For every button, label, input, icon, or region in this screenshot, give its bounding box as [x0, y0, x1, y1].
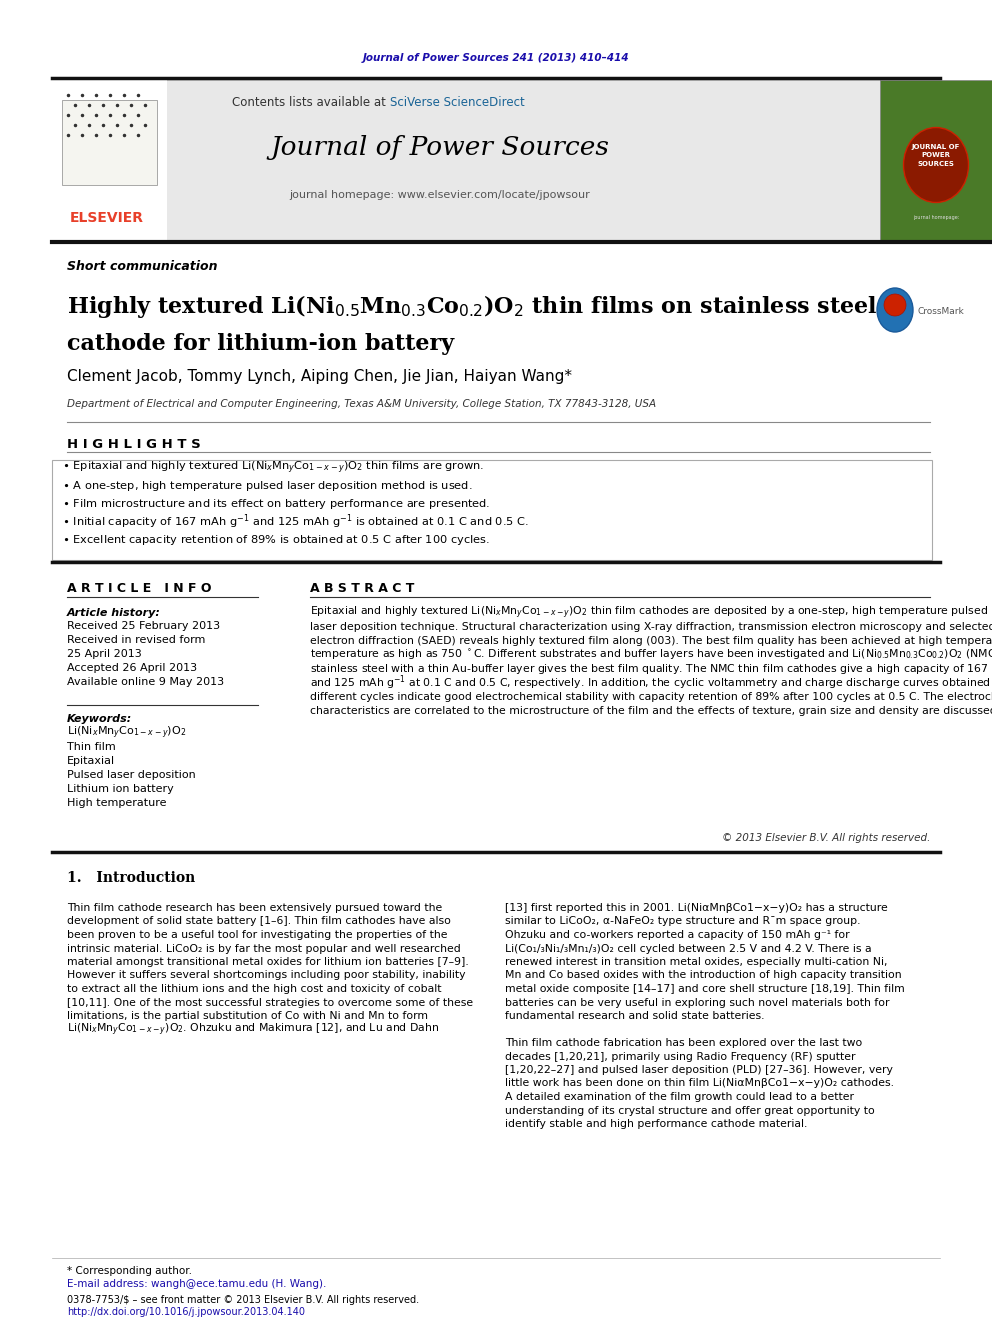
Text: electron diffraction (SAED) reveals highly textured film along (003). The best f: electron diffraction (SAED) reveals high…	[310, 636, 992, 646]
Text: intrinsic material. LiCoO₂ is by far the most popular and well researched: intrinsic material. LiCoO₂ is by far the…	[67, 943, 460, 954]
Text: Pulsed laser deposition: Pulsed laser deposition	[67, 770, 195, 781]
Text: SciVerse ScienceDirect: SciVerse ScienceDirect	[390, 97, 525, 110]
Text: A B S T R A C T: A B S T R A C T	[310, 582, 415, 594]
Ellipse shape	[904, 127, 968, 202]
Text: $\bullet$ Initial capacity of 167 mAh g$^{-1}$ and 125 mAh g$^{-1}$ is obtained : $\bullet$ Initial capacity of 167 mAh g$…	[62, 513, 529, 532]
Text: $\bullet$ Excellent capacity retention of 89% is obtained at 0.5 C after 100 cyc: $\bullet$ Excellent capacity retention o…	[62, 533, 490, 546]
Text: and 125 mAh g$^{-1}$ at 0.1 C and 0.5 C, respectively. In addition, the cyclic v: and 125 mAh g$^{-1}$ at 0.1 C and 0.5 C,…	[310, 673, 992, 692]
FancyBboxPatch shape	[52, 79, 167, 239]
Text: Department of Electrical and Computer Engineering, Texas A&M University, College: Department of Electrical and Computer En…	[67, 400, 656, 409]
Text: Received 25 February 2013: Received 25 February 2013	[67, 620, 220, 631]
Text: $\bullet$ A one-step, high temperature pulsed laser deposition method is used.: $\bullet$ A one-step, high temperature p…	[62, 479, 472, 493]
Text: journal homepage: www.elsevier.com/locate/jpowsour: journal homepage: www.elsevier.com/locat…	[290, 191, 590, 200]
Text: http://dx.doi.org/10.1016/j.jpowsour.2013.04.140: http://dx.doi.org/10.1016/j.jpowsour.201…	[67, 1307, 305, 1316]
Text: different cycles indicate good electrochemical stability with capacity retention: different cycles indicate good electroch…	[310, 692, 992, 703]
Text: © 2013 Elsevier B.V. All rights reserved.: © 2013 Elsevier B.V. All rights reserved…	[721, 833, 930, 843]
Text: Li(Co₁/₃Ni₁/₃Mn₁/₃)O₂ cell cycled between 2.5 V and 4.2 V. There is a: Li(Co₁/₃Ni₁/₃Mn₁/₃)O₂ cell cycled betwee…	[505, 943, 872, 954]
Text: to extract all the lithium ions and the high cost and toxicity of cobalt: to extract all the lithium ions and the …	[67, 984, 441, 994]
Text: understanding of its crystal structure and offer great opportunity to: understanding of its crystal structure a…	[505, 1106, 875, 1115]
Text: Mn and Co based oxides with the introduction of high capacity transition: Mn and Co based oxides with the introduc…	[505, 971, 902, 980]
Text: Accepted 26 April 2013: Accepted 26 April 2013	[67, 663, 197, 673]
Text: However it suffers several shortcomings including poor stability, inability: However it suffers several shortcomings …	[67, 971, 465, 980]
Text: material amongst transitional metal oxides for lithium ion batteries [7–9].: material amongst transitional metal oxid…	[67, 957, 469, 967]
Text: Thin film cathode fabrication has been explored over the last two: Thin film cathode fabrication has been e…	[505, 1039, 862, 1048]
Text: Thin film: Thin film	[67, 742, 116, 751]
Text: stainless steel with a thin Au-buffer layer gives the best film quality. The NMC: stainless steel with a thin Au-buffer la…	[310, 660, 992, 679]
Text: journal homepage:: journal homepage:	[913, 216, 959, 221]
Text: ELSEVIER: ELSEVIER	[70, 210, 144, 225]
Text: batteries can be very useful in exploring such novel materials both for: batteries can be very useful in explorin…	[505, 998, 890, 1008]
FancyBboxPatch shape	[52, 460, 932, 560]
Text: laser deposition technique. Structural characterization using X-ray diffraction,: laser deposition technique. Structural c…	[310, 622, 992, 632]
Text: High temperature: High temperature	[67, 798, 167, 808]
FancyBboxPatch shape	[62, 101, 157, 185]
Text: limitations, is the partial substitution of Co with Ni and Mn to form: limitations, is the partial substitution…	[67, 1011, 428, 1021]
Ellipse shape	[877, 288, 913, 332]
Text: Highly textured Li(Ni$_{0.5}$Mn$_{0.3}$Co$_{0.2}$)O$_2$ thin films on stainless : Highly textured Li(Ni$_{0.5}$Mn$_{0.3}$C…	[67, 292, 913, 319]
Text: [1,20,22–27] and pulsed laser deposition (PLD) [27–36]. However, very: [1,20,22–27] and pulsed laser deposition…	[505, 1065, 893, 1076]
Ellipse shape	[884, 294, 906, 316]
Text: identify stable and high performance cathode material.: identify stable and high performance cat…	[505, 1119, 807, 1129]
Text: been proven to be a useful tool for investigating the properties of the: been proven to be a useful tool for inve…	[67, 930, 447, 941]
Text: Keywords:: Keywords:	[67, 714, 132, 724]
Text: $\bullet$ Epitaxial and highly textured Li(Ni$_x$Mn$_y$Co$_{1-x-y}$)O$_2$ thin f: $\bullet$ Epitaxial and highly textured …	[62, 460, 484, 476]
Text: Article history:: Article history:	[67, 609, 161, 618]
Text: development of solid state battery [1–6]. Thin film cathodes have also: development of solid state battery [1–6]…	[67, 917, 451, 926]
Text: 25 April 2013: 25 April 2013	[67, 650, 142, 659]
Text: $\bullet$ Film microstructure and its effect on battery performance are presente: $\bullet$ Film microstructure and its ef…	[62, 497, 490, 511]
Text: * Corresponding author.: * Corresponding author.	[67, 1266, 192, 1275]
Text: temperature as high as 750 $^\circ$C. Different substrates and buffer layers hav: temperature as high as 750 $^\circ$C. Di…	[310, 648, 992, 662]
Text: JOURNAL OF
POWER
SOURCES: JOURNAL OF POWER SOURCES	[912, 143, 960, 167]
Text: A detailed examination of the film growth could lead to a better: A detailed examination of the film growt…	[505, 1091, 854, 1102]
Text: Available online 9 May 2013: Available online 9 May 2013	[67, 677, 224, 687]
Text: [13] first reported this in 2001. Li(NiαMnβCo1−x−y)O₂ has a structure: [13] first reported this in 2001. Li(Niα…	[505, 904, 888, 913]
FancyBboxPatch shape	[880, 79, 992, 239]
Text: Li(Ni$_x$Mn$_y$Co$_{1-x-y}$)O$_2$. Ohzuku and Makimura [12], and Lu and Dahn: Li(Ni$_x$Mn$_y$Co$_{1-x-y}$)O$_2$. Ohzuk…	[67, 1021, 439, 1037]
Text: metal oxide composite [14–17] and core shell structure [18,19]. Thin film: metal oxide composite [14–17] and core s…	[505, 984, 905, 994]
Text: Clement Jacob, Tommy Lynch, Aiping Chen, Jie Jian, Haiyan Wang*: Clement Jacob, Tommy Lynch, Aiping Chen,…	[67, 369, 572, 384]
Text: [10,11]. One of the most successful strategies to overcome some of these: [10,11]. One of the most successful stra…	[67, 998, 473, 1008]
Text: H I G H L I G H T S: H I G H L I G H T S	[67, 438, 200, 451]
Text: little work has been done on thin film Li(NiαMnβCo1−x−y)O₂ cathodes.: little work has been done on thin film L…	[505, 1078, 894, 1089]
Text: fundamental research and solid state batteries.: fundamental research and solid state bat…	[505, 1011, 765, 1021]
Text: 1.   Introduction: 1. Introduction	[67, 871, 195, 885]
Text: cathode for lithium-ion battery: cathode for lithium-ion battery	[67, 333, 454, 355]
Text: similar to LiCoO₂, α-NaFeO₂ type structure and R¯m space group.: similar to LiCoO₂, α-NaFeO₂ type structu…	[505, 917, 860, 926]
Text: Journal of Power Sources: Journal of Power Sources	[271, 135, 609, 160]
Text: Journal of Power Sources 241 (2013) 410–414: Journal of Power Sources 241 (2013) 410–…	[363, 53, 629, 64]
Text: Short communication: Short communication	[67, 261, 217, 274]
Text: 0378-7753/$ – see front matter © 2013 Elsevier B.V. All rights reserved.: 0378-7753/$ – see front matter © 2013 El…	[67, 1295, 420, 1304]
Text: CrossMark: CrossMark	[917, 307, 964, 316]
Text: Contents lists available at: Contents lists available at	[232, 97, 390, 110]
Text: Thin film cathode research has been extensively pursued toward the: Thin film cathode research has been exte…	[67, 904, 442, 913]
Text: renewed interest in transition metal oxides, especially multi-cation Ni,: renewed interest in transition metal oxi…	[505, 957, 888, 967]
Text: Lithium ion battery: Lithium ion battery	[67, 785, 174, 794]
Text: Received in revised form: Received in revised form	[67, 635, 205, 646]
Text: characteristics are correlated to the microstructure of the film and the effects: characteristics are correlated to the mi…	[310, 706, 992, 716]
Text: Epitaxial and highly textured Li(Ni$_x$Mn$_y$Co$_{1-x-y}$)O$_2$ thin film cathod: Epitaxial and highly textured Li(Ni$_x$M…	[310, 605, 988, 622]
Text: Ohzuku and co-workers reported a capacity of 150 mAh g⁻¹ for: Ohzuku and co-workers reported a capacit…	[505, 930, 849, 941]
Text: Li(Ni$_x$Mn$_y$Co$_{1-x-y}$)O$_2$: Li(Ni$_x$Mn$_y$Co$_{1-x-y}$)O$_2$	[67, 725, 186, 741]
Text: E-mail address: wangh@ece.tamu.edu (H. Wang).: E-mail address: wangh@ece.tamu.edu (H. W…	[67, 1279, 326, 1289]
Text: decades [1,20,21], primarily using Radio Frequency (RF) sputter: decades [1,20,21], primarily using Radio…	[505, 1052, 855, 1061]
Text: Epitaxial: Epitaxial	[67, 755, 115, 766]
Text: A R T I C L E   I N F O: A R T I C L E I N F O	[67, 582, 211, 594]
FancyBboxPatch shape	[52, 79, 880, 239]
